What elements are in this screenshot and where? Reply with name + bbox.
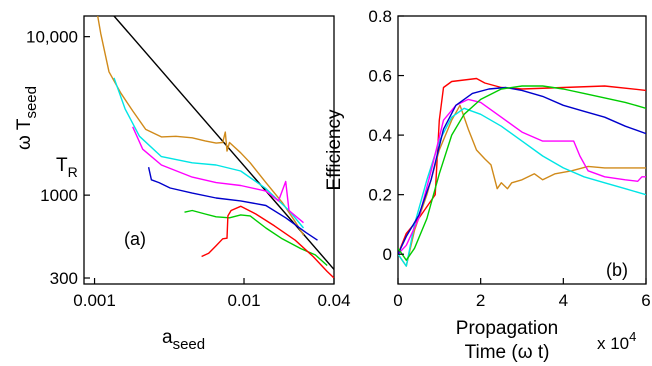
panel-b-series-line [398, 86, 646, 255]
panel-a-xlabel: aseed [162, 327, 205, 353]
panel-b-x-tick-label: 6 [641, 291, 650, 310]
panel-b-series-line [398, 77, 646, 255]
panel-a-series-line [113, 77, 305, 229]
panel-b-ylabel: Efficiency [324, 109, 345, 190]
panel-a-y-tick-label: 1000 [40, 186, 78, 205]
panel-a-series-line [147, 167, 318, 241]
panel-a-series-group [97, 16, 334, 279]
panel-b-x-tick-label: 2 [476, 291, 485, 310]
panel-b-series-line [398, 107, 646, 267]
panel-b-x-tick-label: 0 [393, 291, 402, 310]
panel-a-x-tick-label: 0.001 [73, 291, 116, 310]
panel-b-series-line [398, 98, 646, 255]
panel-b-y-tick-label: 0 [383, 245, 392, 264]
panel-b-y-tick-label: 0.8 [368, 7, 392, 26]
panel-b-ticks: 0 2 4 6 0 0.2 0.4 0.6 0.8 [368, 7, 650, 310]
panel-b: 0 2 4 6 0 0.2 0.4 0.6 0.8 (b) Efficiency Propaga… [324, 7, 651, 363]
panel-a-ticks: 0.001 0.01 0.04 300 1000 10,000 [26, 28, 351, 310]
panel-b-label: (b) [606, 260, 628, 280]
panel-b-y-tick-label: 0.2 [368, 186, 392, 205]
panel-a-frame [83, 15, 335, 285]
panel-b-y-tick-label: 0.6 [368, 67, 392, 86]
panel-a-series-line [184, 209, 328, 267]
panel-b-x-multiplier: x 104 [597, 329, 636, 353]
panel-a-y-tick-label: 10,000 [26, 28, 78, 47]
panel-b-frame [397, 15, 647, 285]
panel-b-x-tick-label: 4 [559, 291, 568, 310]
panel-a-series-line [113, 16, 334, 270]
panel-b-xlabel-line2: Time (ω t) [465, 342, 550, 363]
panel-a-series-line [132, 126, 304, 224]
panel-a-series-line [201, 205, 334, 279]
panel-b-y-tick-label: 0.4 [368, 126, 392, 145]
panel-a-x-tick-label: 0.01 [227, 291, 260, 310]
panel-a-y-tick-label: 300 [50, 269, 78, 288]
panel-a-series-line [97, 16, 305, 236]
panel-b-xlabel-line1: Propagation [456, 318, 558, 339]
panel-a-label: (a) [124, 229, 146, 249]
panel-b-series-line [398, 85, 646, 261]
panel-a-x-tick-label: 0.04 [317, 291, 350, 310]
panel-a-ylabel: ωTseed [14, 86, 40, 150]
panel-a-annotation: TR [56, 155, 78, 180]
panel-b-series-group [398, 77, 646, 267]
